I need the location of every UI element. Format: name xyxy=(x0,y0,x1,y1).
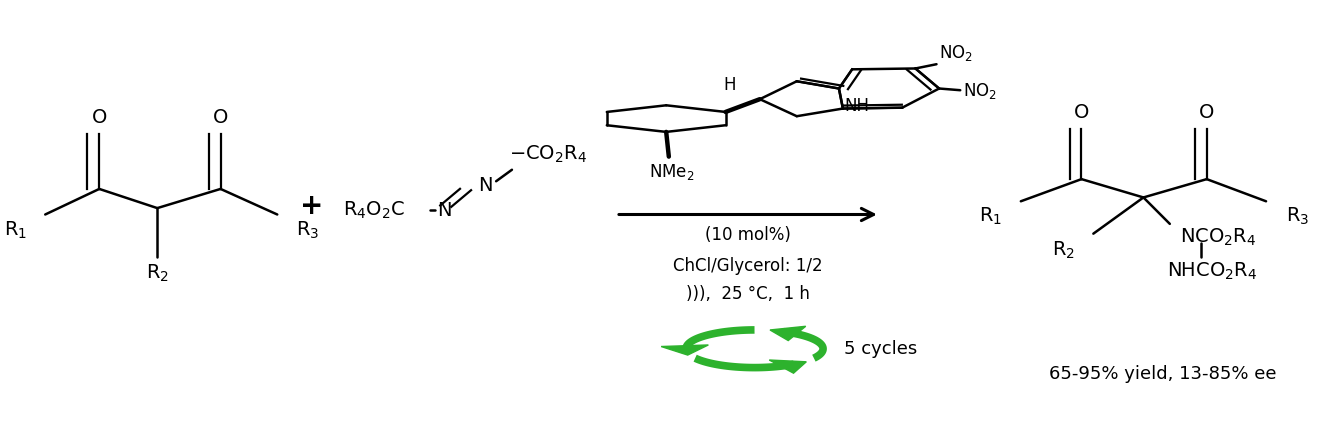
Text: R$_3$: R$_3$ xyxy=(1285,205,1309,227)
Text: O: O xyxy=(92,108,107,127)
Text: NHCO$_2$R$_4$: NHCO$_2$R$_4$ xyxy=(1168,260,1257,282)
Text: R$_1$: R$_1$ xyxy=(4,220,27,241)
Text: H: H xyxy=(724,76,736,94)
Text: R$_3$: R$_3$ xyxy=(295,220,319,241)
Text: N: N xyxy=(478,176,492,195)
Polygon shape xyxy=(770,360,807,373)
Text: 65-95% yield, 13-85% ee: 65-95% yield, 13-85% ee xyxy=(1050,365,1277,383)
Text: R$_2$: R$_2$ xyxy=(146,263,168,284)
Text: 5 cycles: 5 cycles xyxy=(844,340,918,358)
Text: +: + xyxy=(299,192,323,220)
Text: NO$_2$: NO$_2$ xyxy=(963,81,997,101)
Text: ChCl/Glycerol: 1/2: ChCl/Glycerol: 1/2 xyxy=(673,257,823,275)
Text: R$_2$: R$_2$ xyxy=(1051,239,1075,260)
Text: O: O xyxy=(212,108,228,127)
Text: NO$_2$: NO$_2$ xyxy=(939,42,973,63)
Text: O: O xyxy=(1074,103,1089,122)
Text: O: O xyxy=(1198,103,1214,122)
Polygon shape xyxy=(770,326,806,341)
Text: NMe$_2$: NMe$_2$ xyxy=(649,162,695,182)
Text: NCO$_2$R$_4$: NCO$_2$R$_4$ xyxy=(1181,227,1257,248)
Text: (10 mol%): (10 mol%) xyxy=(705,227,791,245)
Text: ))),  25 °C,  1 h: ))), 25 °C, 1 h xyxy=(685,285,810,303)
Polygon shape xyxy=(661,345,708,355)
Text: −CO$_2$R$_4$: −CO$_2$R$_4$ xyxy=(509,143,588,165)
Text: N: N xyxy=(437,201,452,220)
Text: R$_1$: R$_1$ xyxy=(979,205,1002,227)
Text: R$_4$O$_2$C: R$_4$O$_2$C xyxy=(343,199,406,221)
Text: NH: NH xyxy=(844,97,870,115)
